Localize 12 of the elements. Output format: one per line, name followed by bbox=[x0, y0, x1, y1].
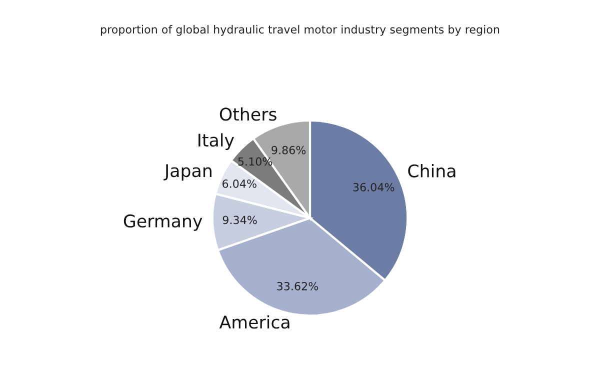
slice-label: Italy bbox=[198, 133, 234, 150]
slice-label: Japan bbox=[164, 164, 212, 181]
slice-label: Germany bbox=[124, 214, 202, 231]
data-label: 9.86% bbox=[272, 146, 306, 154]
slice-label: Others bbox=[220, 107, 276, 121]
data-label: 33.62% bbox=[277, 282, 318, 290]
slice-label: China bbox=[408, 164, 456, 178]
data-label: 36.04% bbox=[353, 182, 394, 192]
data-label: 9.34% bbox=[222, 216, 257, 224]
data-label: 6.04% bbox=[222, 179, 256, 188]
slice-label: America bbox=[219, 315, 290, 329]
chart-title: proportion of global hydraulic travel motor industry segments by region bbox=[101, 25, 500, 36]
